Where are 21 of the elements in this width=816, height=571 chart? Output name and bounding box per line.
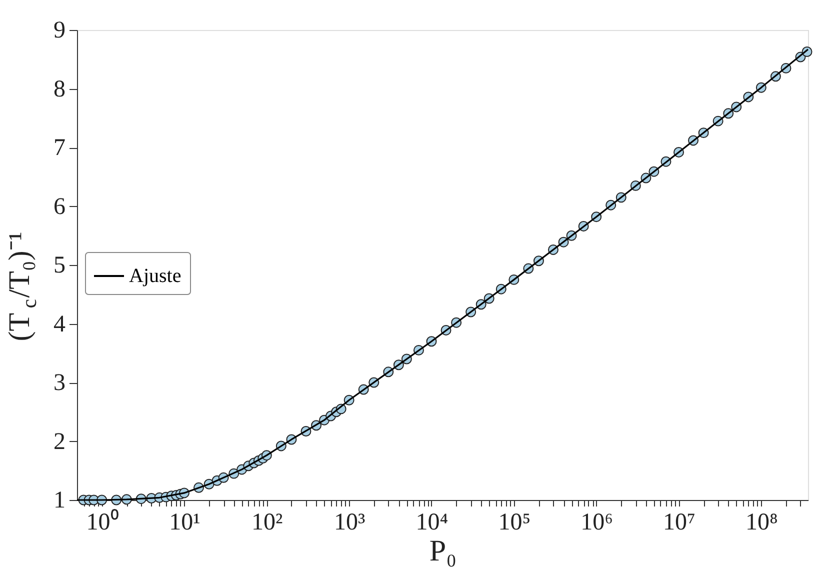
y-tick-label: 9 <box>54 18 66 44</box>
y-tick-label: 8 <box>54 76 66 102</box>
x-axis-title: P₀ <box>429 534 457 568</box>
x-tick-label: 10⁷ <box>663 510 696 536</box>
x-tick-label: 10⁵ <box>498 510 531 536</box>
legend-label: Ajuste <box>129 265 182 287</box>
x-tick-label: 10⁶ <box>580 510 614 536</box>
y-axis-title: (Tc/T₀)⁻¹ <box>3 232 41 342</box>
y-tick-label: 4 <box>54 311 66 338</box>
y-tick-label: 3 <box>54 370 66 396</box>
x-tick-label: 10⁸ <box>745 510 778 536</box>
x-tick-label: 10² <box>252 510 283 536</box>
x-tick-label: 10¹ <box>169 510 200 536</box>
y-tick-label: 1 <box>54 488 66 514</box>
y-tick-label: 5 <box>54 252 66 278</box>
x-tick-label: 10³ <box>334 510 366 536</box>
y-tick-label: 2 <box>54 428 66 455</box>
y-tick-label: 7 <box>54 135 66 161</box>
x-tick-label: 10⁰ <box>86 508 118 536</box>
y-tick-label: 6 <box>54 194 66 220</box>
x-tick-label: 10⁴ <box>416 510 448 536</box>
